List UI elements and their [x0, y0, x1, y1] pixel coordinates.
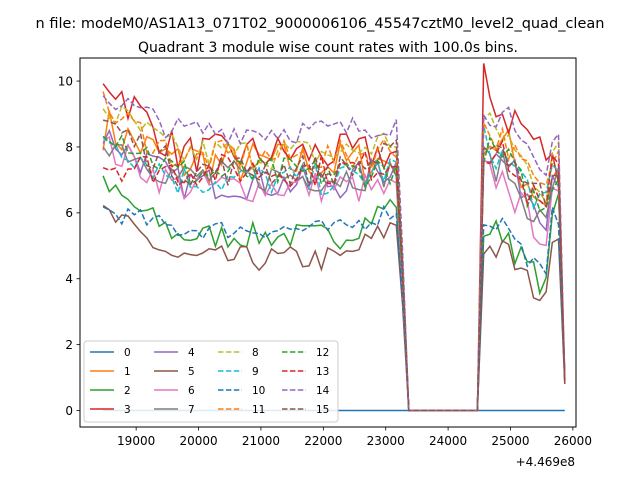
x-tick-label: 25000 [491, 434, 529, 448]
figure-suptitle: n file: modeM0/AS1A13_071T02_9000006106_… [36, 16, 605, 32]
series-line-13 [102, 139, 566, 412]
legend-label-12: 12 [316, 347, 329, 359]
legend-label-0: 0 [124, 347, 131, 359]
series-lines [102, 63, 566, 412]
y-axis: 0 2 4 6 8 10 [58, 74, 80, 418]
legend-label-10: 10 [252, 385, 265, 397]
series-line-10 [102, 204, 566, 412]
series-line-3 [102, 63, 566, 412]
series-line-2 [102, 175, 566, 412]
series-line-8 [102, 105, 566, 412]
legend-label-11: 11 [252, 404, 265, 416]
x-tick-label: 20000 [179, 434, 217, 448]
y-tick-label: 6 [65, 206, 73, 220]
x-tick-label: 22000 [304, 434, 342, 448]
y-tick-label: 4 [65, 272, 73, 286]
series-line-12 [102, 133, 566, 412]
y-tick-label: 2 [65, 338, 73, 352]
legend-label-15: 15 [316, 404, 329, 416]
legend-label-1: 1 [124, 366, 131, 378]
x-tick-label: 23000 [367, 434, 405, 448]
legend-label-14: 14 [316, 385, 330, 397]
x-offset-label: +4.469e8 [516, 455, 575, 469]
legend-label-5: 5 [188, 366, 195, 378]
x-tick-label: 21000 [242, 434, 280, 448]
series-line-11 [102, 91, 566, 412]
series-line-14 [102, 95, 566, 412]
legend-label-9: 9 [252, 366, 259, 378]
legend-label-3: 3 [124, 404, 131, 416]
legend-label-2: 2 [124, 385, 131, 397]
legend-label-8: 8 [252, 347, 259, 359]
series-line-15 [102, 119, 566, 412]
legend-label-7: 7 [188, 404, 195, 416]
series-line-5 [102, 204, 566, 412]
legend-label-6: 6 [188, 385, 195, 397]
y-tick-label: 10 [58, 74, 73, 88]
y-tick-label: 8 [65, 140, 73, 154]
chart-title: Quadrant 3 module wise count rates with … [138, 40, 518, 56]
axes-frame [79, 57, 577, 428]
legend-label-4: 4 [188, 347, 195, 359]
x-axis: 19000 20000 21000 22000 23000 24000 25000 26000 [117, 427, 592, 448]
legend-label-13: 13 [316, 366, 329, 378]
legend-box [83, 340, 339, 423]
series-line-9 [102, 125, 566, 412]
x-tick-label: 24000 [429, 434, 467, 448]
x-tick-label: 26000 [554, 434, 592, 448]
x-tick-label: 19000 [117, 434, 155, 448]
y-tick-label: 0 [65, 404, 73, 418]
series-line-7 [102, 143, 566, 412]
